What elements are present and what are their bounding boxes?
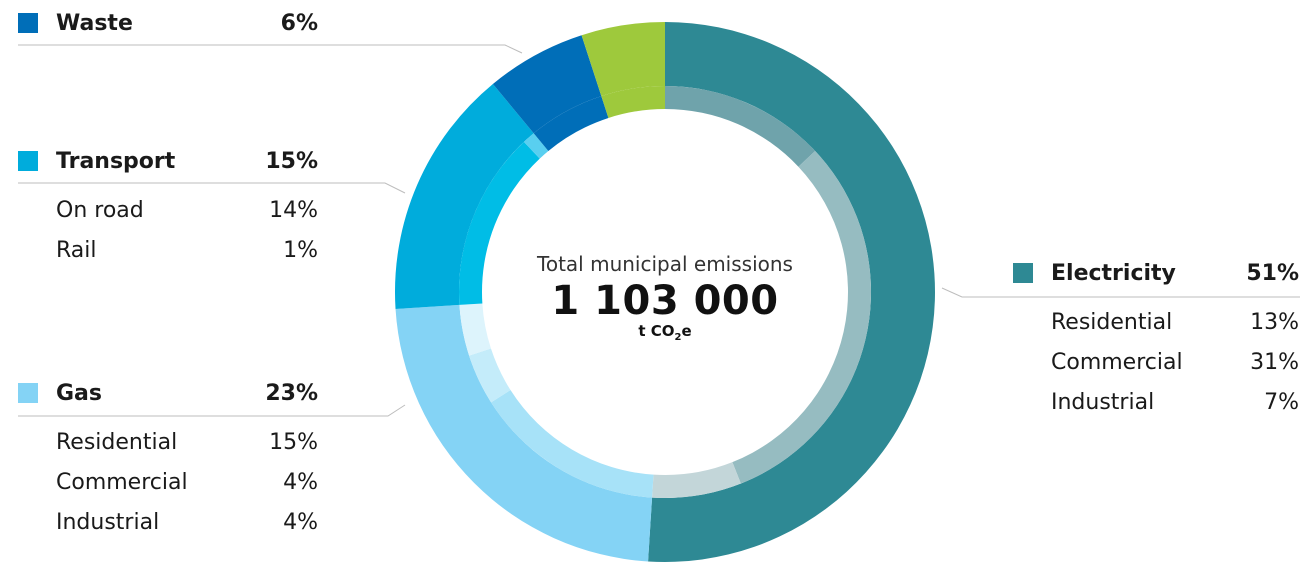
transport-on-road: On road 14% <box>56 197 318 223</box>
gas-percent: 23% <box>265 380 318 406</box>
transport-outer-slice <box>394 83 534 309</box>
electricity-industrial: Industrial 7% <box>1051 389 1299 415</box>
electricity-outer-slice <box>648 22 935 562</box>
gas-industrial: Industrial 4% <box>56 509 318 535</box>
gas-residential-inner-slice <box>491 390 654 498</box>
electricity-swatch <box>1013 263 1033 283</box>
transport-swatch <box>18 151 38 171</box>
other-outer-slice <box>581 22 665 97</box>
transport-leader <box>18 182 406 194</box>
transport-on-road-inner-slice <box>459 141 540 305</box>
waste-swatch <box>18 13 38 33</box>
electricity-percent: 51% <box>1246 260 1299 286</box>
electricity-label: Electricity <box>1051 260 1176 286</box>
legend-gas: Gas 23% Residential 15% Commercial 4% In… <box>18 378 318 542</box>
transport-percent: 15% <box>265 148 318 174</box>
donut-center-label: Total municipal emissions 1 103 000 t CO… <box>505 252 825 343</box>
other-inner-slice <box>601 86 665 118</box>
waste-percent: 6% <box>280 10 318 36</box>
electricity-residential: Residential 13% <box>1051 309 1299 335</box>
gas-outer-slice <box>395 304 653 562</box>
waste-leader <box>18 44 523 54</box>
transport-label: Transport <box>56 148 176 174</box>
electricity-leader <box>941 287 1300 298</box>
waste-outer-slice <box>492 35 602 134</box>
waste-label: Waste <box>56 10 133 36</box>
electricity-residential-inner-slice <box>665 86 816 167</box>
gas-label: Gas <box>56 380 102 406</box>
gas-commercial-inner-slice <box>469 348 511 403</box>
total-label: Total municipal emissions <box>537 252 793 276</box>
gas-residential: Residential 15% <box>56 429 318 455</box>
electricity-commercial: Commercial 31% <box>1051 349 1299 375</box>
total-unit: t CO2e <box>638 322 692 343</box>
transport-rail: Rail 1% <box>56 237 318 263</box>
legend-transport: Transport 15% On road 14% Rail 1% <box>18 146 318 270</box>
electricity-industrial-inner-slice <box>652 462 741 498</box>
gas-industrial-inner-slice <box>459 303 491 356</box>
legend-waste: Waste 6% <box>18 8 318 38</box>
gas-leader <box>18 404 406 417</box>
legend-electricity: Electricity 51% Residential 13% Commerci… <box>1013 258 1299 422</box>
total-value: 1 103 000 <box>551 278 779 324</box>
gas-swatch <box>18 383 38 403</box>
gas-commercial: Commercial 4% <box>56 469 318 495</box>
electricity-commercial-inner-slice <box>732 150 871 484</box>
waste-inner-slice <box>533 96 609 151</box>
transport-rail-inner-slice <box>523 133 549 159</box>
